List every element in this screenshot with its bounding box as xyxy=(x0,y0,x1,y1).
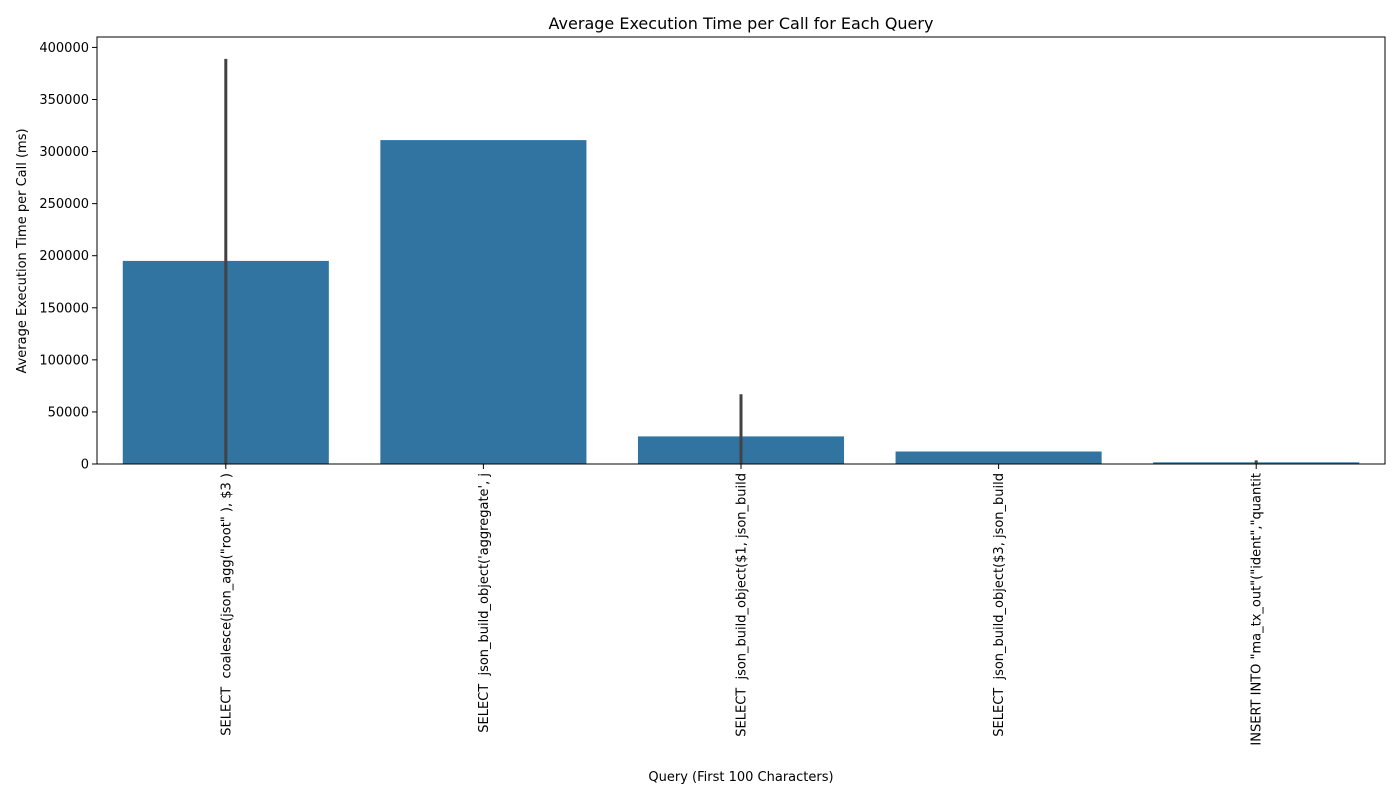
x-tick-label: SELECT coalesce(json_agg("root" ), $3 ) xyxy=(219,473,234,736)
y-tick-label: 250000 xyxy=(39,197,89,212)
bar xyxy=(380,140,587,464)
x-tick-label: INSERT INTO "ma_tx_out"("ident","quantit xyxy=(1250,473,1265,746)
y-tick-label: 0 xyxy=(81,458,89,473)
x-axis: SELECT coalesce(json_agg("root" ), $3 ) S… xyxy=(219,464,1265,746)
plot-frame xyxy=(96,36,1386,465)
x-tick-label: SELECT json_build_object('aggregate', j xyxy=(477,473,492,733)
x-tick-label: SELECT json_build_object($1, json_build xyxy=(735,473,750,737)
y-tick-label: 100000 xyxy=(39,353,89,368)
y-tick-label: 200000 xyxy=(39,249,89,264)
bar xyxy=(895,451,1102,464)
y-tick-label: 400000 xyxy=(39,41,89,56)
y-tick-label: 150000 xyxy=(39,301,89,316)
y-tick-label: 300000 xyxy=(39,145,89,160)
chart-title: Average Execution Time per Call for Each… xyxy=(549,14,934,33)
y-axis-label: Average Execution Time per Call (ms) xyxy=(15,128,30,373)
x-tick-label: SELECT json_build_object($3, json_build xyxy=(992,473,1007,737)
y-tick-label: 50000 xyxy=(48,405,89,420)
y-axis: 0 50000 100000 150000 200000 250000 300000 3500… xyxy=(39,41,97,473)
x-axis-label: Query (First 100 Characters) xyxy=(648,770,833,785)
y-tick-label: 350000 xyxy=(39,93,89,108)
error-bars-layer xyxy=(224,58,1258,464)
